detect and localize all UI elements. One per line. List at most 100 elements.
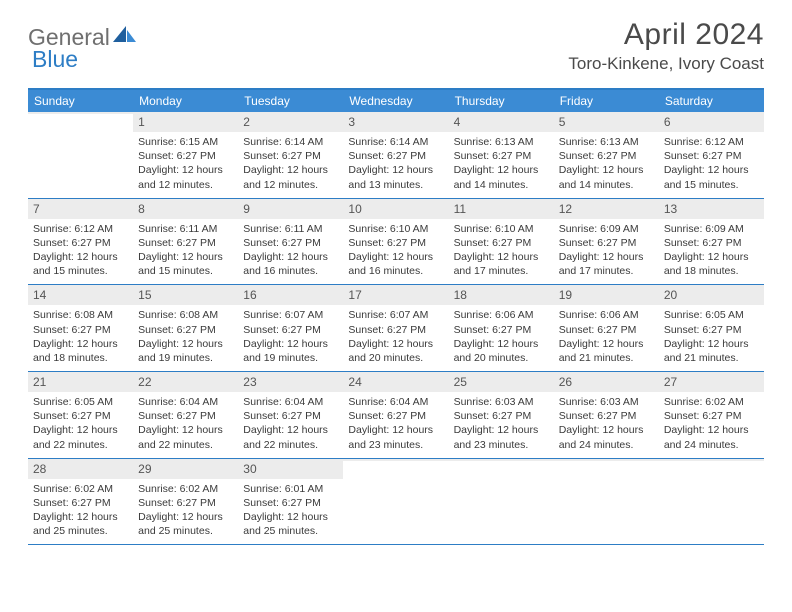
- day-number: 7: [33, 202, 40, 216]
- day-header-saturday: Saturday: [659, 90, 764, 112]
- daynum-row: 27: [659, 372, 764, 392]
- day-number: 6: [664, 115, 671, 129]
- day-number: 16: [243, 288, 256, 302]
- sunrise-line: Sunrise: 6:02 AM: [33, 482, 128, 496]
- daylight-line: and 22 minutes.: [243, 438, 338, 452]
- daynum-row: 1: [133, 112, 238, 132]
- sunrise-line: Sunrise: 6:06 AM: [454, 308, 549, 322]
- sunrise-line: Sunrise: 6:05 AM: [33, 395, 128, 409]
- calendar-cell: 28 Sunrise: 6:02 AMSunset: 6:27 PMDayligh…: [28, 459, 133, 545]
- sunset-line: Sunset: 6:27 PM: [454, 323, 549, 337]
- calendar-cell: [343, 459, 448, 545]
- daylight-line: and 25 minutes.: [33, 524, 128, 538]
- day-number: 28: [33, 462, 46, 476]
- sunset-line: Sunset: 6:27 PM: [454, 236, 549, 250]
- sunrise-line: Sunrise: 6:03 AM: [454, 395, 549, 409]
- daynum-row: 4: [449, 112, 554, 132]
- sunset-line: Sunset: 6:27 PM: [33, 496, 128, 510]
- sunset-line: Sunset: 6:27 PM: [664, 149, 759, 163]
- day-number: 30: [243, 462, 256, 476]
- day-number: 18: [454, 288, 467, 302]
- daylight-line: and 24 minutes.: [559, 438, 654, 452]
- day-header-wednesday: Wednesday: [343, 90, 448, 112]
- daynum-row: 8: [133, 199, 238, 219]
- week-row: 28Sunrise: 6:02 AMSunset: 6:27 PMDayligh…: [28, 459, 764, 546]
- daylight-line: and 17 minutes.: [454, 264, 549, 278]
- sunset-line: Sunset: 6:27 PM: [348, 409, 443, 423]
- sunrise-line: Sunrise: 6:08 AM: [138, 308, 233, 322]
- sunrise-line: Sunrise: 6:09 AM: [559, 222, 654, 236]
- daynum-row: 6: [659, 112, 764, 132]
- sunrise-line: Sunrise: 6:06 AM: [559, 308, 654, 322]
- sunset-line: Sunset: 6:27 PM: [348, 323, 443, 337]
- week-row: 1Sunrise: 6:15 AMSunset: 6:27 PMDaylight…: [28, 112, 764, 199]
- daynum-row: 15: [133, 285, 238, 305]
- sunrise-line: Sunrise: 6:12 AM: [664, 135, 759, 149]
- daynum-row: 30: [238, 459, 343, 479]
- sunrise-line: Sunrise: 6:14 AM: [243, 135, 338, 149]
- day-number: 23: [243, 375, 256, 389]
- calendar-cell: 30Sunrise: 6:01 AMSunset: 6:27 PMDayligh…: [238, 459, 343, 545]
- sunset-line: Sunset: 6:27 PM: [138, 149, 233, 163]
- daylight-line: Daylight: 12 hours: [33, 510, 128, 524]
- day-number: 24: [348, 375, 361, 389]
- daylight-line: Daylight: 12 hours: [138, 250, 233, 264]
- calendar-cell: 19Sunrise: 6:06 AMSunset: 6:27 PMDayligh…: [554, 285, 659, 371]
- daylight-line: Daylight: 12 hours: [243, 337, 338, 351]
- sunrise-line: Sunrise: 6:10 AM: [454, 222, 549, 236]
- sunset-line: Sunset: 6:27 PM: [559, 149, 654, 163]
- daylight-line: and 19 minutes.: [243, 351, 338, 365]
- sunset-line: Sunset: 6:27 PM: [138, 236, 233, 250]
- daylight-line: Daylight: 12 hours: [138, 337, 233, 351]
- daylight-line: Daylight: 12 hours: [664, 250, 759, 264]
- week-row: 21Sunrise: 6:05 AMSunset: 6:27 PMDayligh…: [28, 372, 764, 459]
- daylight-line: and 14 minutes.: [454, 178, 549, 192]
- logo-sail-icon: [112, 24, 138, 51]
- sunset-line: Sunset: 6:27 PM: [243, 236, 338, 250]
- sunset-line: Sunset: 6:27 PM: [33, 236, 128, 250]
- sunrise-line: Sunrise: 6:02 AM: [664, 395, 759, 409]
- calendar-cell: 7Sunrise: 6:12 AMSunset: 6:27 PMDaylight…: [28, 199, 133, 285]
- weeks-container: 1Sunrise: 6:15 AMSunset: 6:27 PMDaylight…: [28, 112, 764, 545]
- day-number: 19: [559, 288, 572, 302]
- daylight-line: and 12 minutes.: [243, 178, 338, 192]
- day-header-monday: Monday: [133, 90, 238, 112]
- daynum-row: 5: [554, 112, 659, 132]
- logo-sub: Blue: [32, 46, 78, 73]
- month-title: April 2024: [568, 18, 764, 52]
- daylight-line: and 23 minutes.: [348, 438, 443, 452]
- day-header-thursday: Thursday: [449, 90, 554, 112]
- calendar-cell: 18Sunrise: 6:06 AMSunset: 6:27 PMDayligh…: [449, 285, 554, 371]
- daylight-line: Daylight: 12 hours: [348, 163, 443, 177]
- daylight-line: Daylight: 12 hours: [243, 163, 338, 177]
- calendar-cell: 29Sunrise: 6:02 AMSunset: 6:27 PMDayligh…: [133, 459, 238, 545]
- daylight-line: and 13 minutes.: [348, 178, 443, 192]
- day-number: 1: [138, 115, 145, 129]
- daylight-line: and 20 minutes.: [348, 351, 443, 365]
- sunset-line: Sunset: 6:27 PM: [243, 149, 338, 163]
- calendar-cell: 24Sunrise: 6:04 AMSunset: 6:27 PMDayligh…: [343, 372, 448, 458]
- daynum-row: 13: [659, 199, 764, 219]
- daylight-line: Daylight: 12 hours: [664, 423, 759, 437]
- sunset-line: Sunset: 6:27 PM: [664, 323, 759, 337]
- daylight-line: Daylight: 12 hours: [454, 423, 549, 437]
- sunset-line: Sunset: 6:27 PM: [33, 323, 128, 337]
- sunset-line: Sunset: 6:27 PM: [664, 409, 759, 423]
- calendar-cell: 11Sunrise: 6:10 AMSunset: 6:27 PMDayligh…: [449, 199, 554, 285]
- sunrise-line: Sunrise: 6:04 AM: [243, 395, 338, 409]
- calendar-cell: 1Sunrise: 6:15 AMSunset: 6:27 PMDaylight…: [133, 112, 238, 198]
- calendar-cell: 14Sunrise: 6:08 AMSunset: 6:27 PMDayligh…: [28, 285, 133, 371]
- day-number: 11: [454, 202, 466, 216]
- sunrise-line: Sunrise: 6:02 AM: [138, 482, 233, 496]
- calendar-cell: 25Sunrise: 6:03 AMSunset: 6:27 PMDayligh…: [449, 372, 554, 458]
- day-number: 21: [33, 375, 46, 389]
- day-number: 20: [664, 288, 677, 302]
- calendar-cell: 20Sunrise: 6:05 AMSunset: 6:27 PMDayligh…: [659, 285, 764, 371]
- sunrise-line: Sunrise: 6:07 AM: [348, 308, 443, 322]
- calendar: Sunday Monday Tuesday Wednesday Thursday…: [28, 88, 764, 545]
- daylight-line: Daylight: 12 hours: [243, 250, 338, 264]
- daylight-line: Daylight: 12 hours: [33, 423, 128, 437]
- calendar-cell: 3Sunrise: 6:14 AMSunset: 6:27 PMDaylight…: [343, 112, 448, 198]
- daylight-line: and 24 minutes.: [664, 438, 759, 452]
- calendar-cell: [659, 459, 764, 545]
